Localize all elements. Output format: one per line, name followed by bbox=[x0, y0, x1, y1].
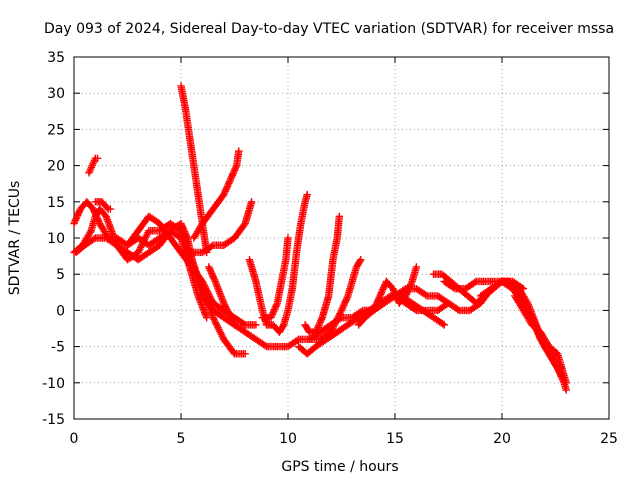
y-tick-label: 35 bbox=[47, 50, 65, 66]
series-track-a bbox=[70, 205, 249, 358]
data-point bbox=[247, 198, 256, 206]
x-tick-label: 10 bbox=[279, 431, 297, 447]
y-tick-label: -15 bbox=[42, 412, 65, 428]
data-point bbox=[357, 256, 365, 264]
series-track-w bbox=[511, 292, 566, 373]
series-track-k bbox=[245, 190, 311, 336]
y-tick-label: 30 bbox=[47, 86, 65, 102]
data-point bbox=[562, 379, 570, 387]
grid-lines bbox=[74, 57, 609, 419]
data-point bbox=[235, 147, 243, 155]
series-track-d bbox=[85, 154, 102, 177]
y-axis-label: SDTVAR / TECUs bbox=[7, 181, 23, 296]
data-point bbox=[252, 321, 260, 329]
series-track-l bbox=[258, 234, 292, 322]
y-tick-label: -10 bbox=[42, 376, 65, 392]
data-point bbox=[106, 205, 115, 213]
data-point bbox=[412, 263, 421, 271]
x-tick-label: 25 bbox=[600, 431, 618, 447]
x-tick-label: 0 bbox=[70, 431, 79, 447]
x-tick-label: 5 bbox=[177, 431, 186, 447]
data-point bbox=[562, 386, 570, 394]
x-tick-label: 15 bbox=[386, 431, 404, 447]
data-point bbox=[558, 364, 566, 373]
series-track-q bbox=[354, 263, 421, 329]
data-point bbox=[440, 321, 448, 329]
y-tick-label: 25 bbox=[47, 122, 65, 138]
data-point bbox=[284, 234, 292, 242]
y-tick-label: -5 bbox=[51, 340, 65, 356]
data-marks bbox=[70, 82, 570, 394]
y-tick-label: 15 bbox=[47, 195, 65, 211]
y-tick-label: 20 bbox=[47, 159, 65, 175]
x-tick-label: 20 bbox=[493, 431, 511, 447]
x-axis-label: GPS time / hours bbox=[281, 459, 398, 475]
series-track-e bbox=[91, 198, 115, 213]
axis-ticks bbox=[73, 56, 610, 420]
y-tick-labels: -15 -10 -5 0 5 10 15 20 25 30 35 bbox=[42, 50, 65, 428]
y-tick-label: 10 bbox=[47, 231, 65, 247]
data-point bbox=[202, 313, 211, 322]
y-tick-label: 0 bbox=[56, 303, 65, 319]
series-track-t bbox=[440, 277, 566, 380]
series-track-c bbox=[72, 219, 239, 329]
data-point bbox=[335, 212, 344, 220]
x-tick-labels: 0 5 10 15 20 25 bbox=[70, 431, 618, 447]
series-track-i bbox=[188, 198, 256, 257]
series-track-m bbox=[301, 212, 344, 336]
series-track-h bbox=[190, 147, 243, 242]
chart-title: Day 093 of 2024, Sidereal Day-to-day VTE… bbox=[44, 21, 614, 37]
data-point bbox=[303, 190, 311, 199]
data-point bbox=[93, 154, 102, 163]
y-tick-label: 5 bbox=[56, 267, 65, 283]
data-point bbox=[241, 350, 249, 358]
